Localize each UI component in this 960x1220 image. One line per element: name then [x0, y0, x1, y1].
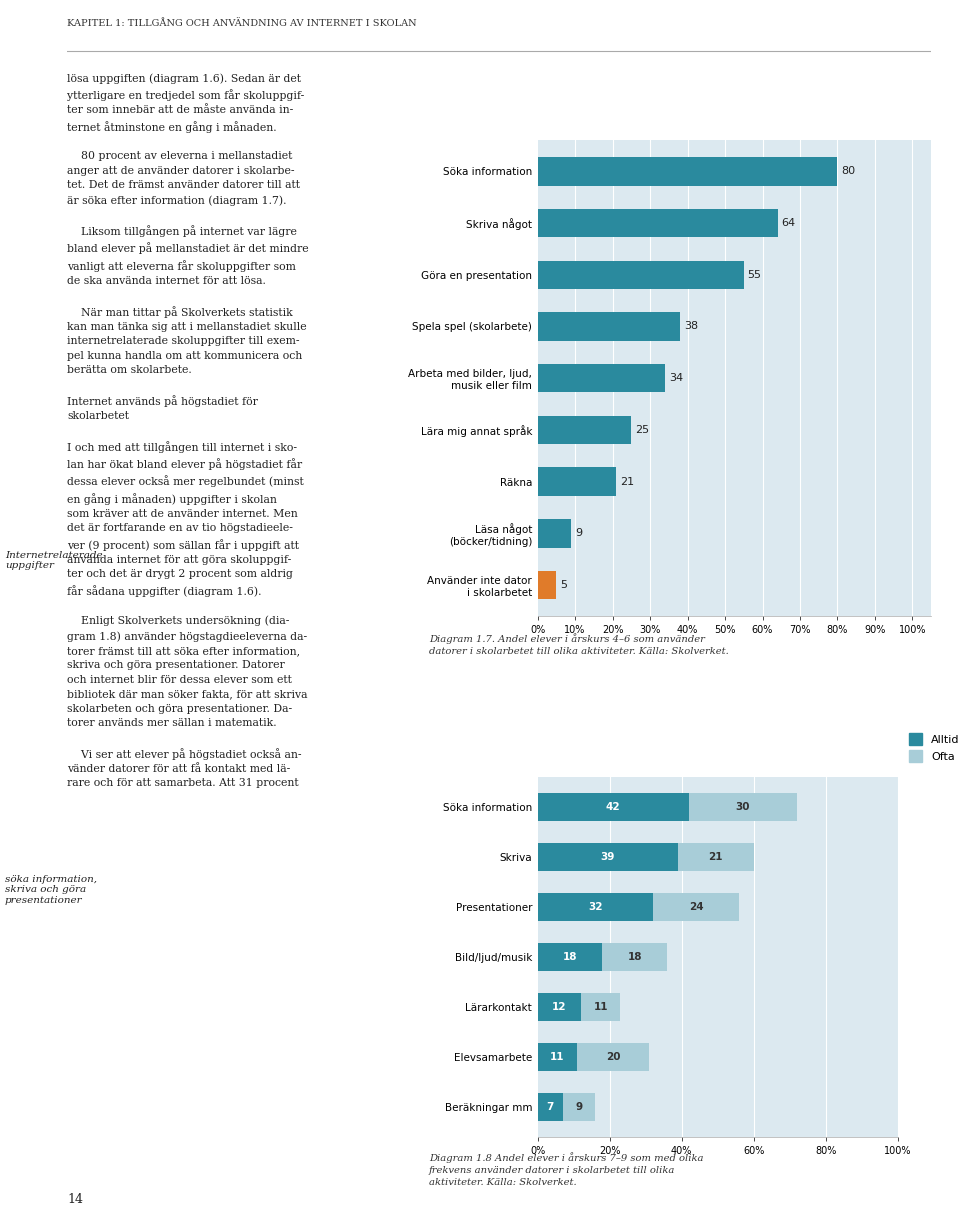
Text: Vad elever i åk 4–6 använder datorer
till i skolarbetet: Vad elever i åk 4–6 använder datorer til…: [434, 74, 720, 104]
Bar: [538, 209, 778, 237]
Text: 21: 21: [708, 852, 723, 863]
Text: Hur ofta datorer används för olika
aktiviteter i skolarbetet: Hur ofta datorer används för olika aktiv…: [434, 709, 703, 738]
Text: 14: 14: [67, 1193, 84, 1207]
Bar: [563, 1093, 595, 1121]
Text: 18: 18: [628, 952, 642, 963]
Text: 42: 42: [606, 802, 620, 813]
Text: 21: 21: [620, 477, 635, 487]
Bar: [689, 793, 797, 821]
Text: Internetrelaterade
uppgifter: Internetrelaterade uppgifter: [5, 550, 103, 570]
Bar: [538, 843, 678, 871]
Text: Diagram 1.7. Andel elever i årskurs 4–6 som använder
datorer i skolarbetet till : Diagram 1.7. Andel elever i årskurs 4–6 …: [429, 633, 729, 656]
Text: 12: 12: [552, 1002, 566, 1013]
Text: 39: 39: [601, 852, 615, 863]
Text: 7: 7: [546, 1102, 554, 1113]
Text: 18: 18: [563, 952, 577, 963]
Bar: [653, 893, 739, 921]
Bar: [538, 893, 653, 921]
Bar: [581, 993, 620, 1021]
Text: söka information,
skriva och göra
presentationer: söka information, skriva och göra presen…: [5, 875, 97, 904]
Text: 80: 80: [841, 166, 855, 177]
Bar: [538, 467, 616, 495]
Bar: [538, 993, 581, 1021]
Bar: [538, 571, 557, 599]
Bar: [538, 793, 689, 821]
Text: 5: 5: [560, 580, 567, 590]
Text: 55: 55: [748, 270, 761, 279]
Bar: [538, 520, 571, 548]
Text: 9: 9: [575, 528, 582, 538]
Text: 20: 20: [606, 1052, 620, 1063]
Text: 11: 11: [550, 1052, 564, 1063]
Text: 24: 24: [688, 902, 704, 913]
Text: 34: 34: [669, 373, 683, 383]
Bar: [538, 157, 837, 185]
Bar: [538, 312, 680, 340]
Text: 64: 64: [781, 218, 796, 228]
Bar: [538, 364, 665, 393]
Text: 9: 9: [575, 1102, 583, 1113]
Bar: [603, 943, 667, 971]
Bar: [538, 1043, 577, 1071]
Text: lösa uppgiften (diagram 1.6). Sedan är det
ytterligare en tredjedel som får skol: lösa uppgiften (diagram 1.6). Sedan är d…: [67, 73, 309, 788]
Bar: [538, 1093, 563, 1121]
Legend: Alltid, Ofta: Alltid, Ofta: [904, 728, 960, 766]
Text: KAPITEL 1: TILLGÅNG OCH ANVÄNDNING AV INTERNET I SKOLAN: KAPITEL 1: TILLGÅNG OCH ANVÄNDNING AV IN…: [67, 18, 417, 28]
Text: Diagram 1.8 Andel elever i årskurs 7–9 som med olika
frekvens använder datorer i: Diagram 1.8 Andel elever i årskurs 7–9 s…: [429, 1152, 704, 1187]
Bar: [538, 416, 632, 444]
Bar: [538, 261, 744, 289]
Bar: [678, 843, 754, 871]
Text: 32: 32: [588, 902, 603, 913]
Text: 30: 30: [735, 802, 750, 813]
Bar: [577, 1043, 649, 1071]
Text: 25: 25: [636, 425, 649, 434]
Text: 11: 11: [593, 1002, 608, 1013]
Bar: [538, 943, 603, 971]
Text: 38: 38: [684, 322, 698, 332]
